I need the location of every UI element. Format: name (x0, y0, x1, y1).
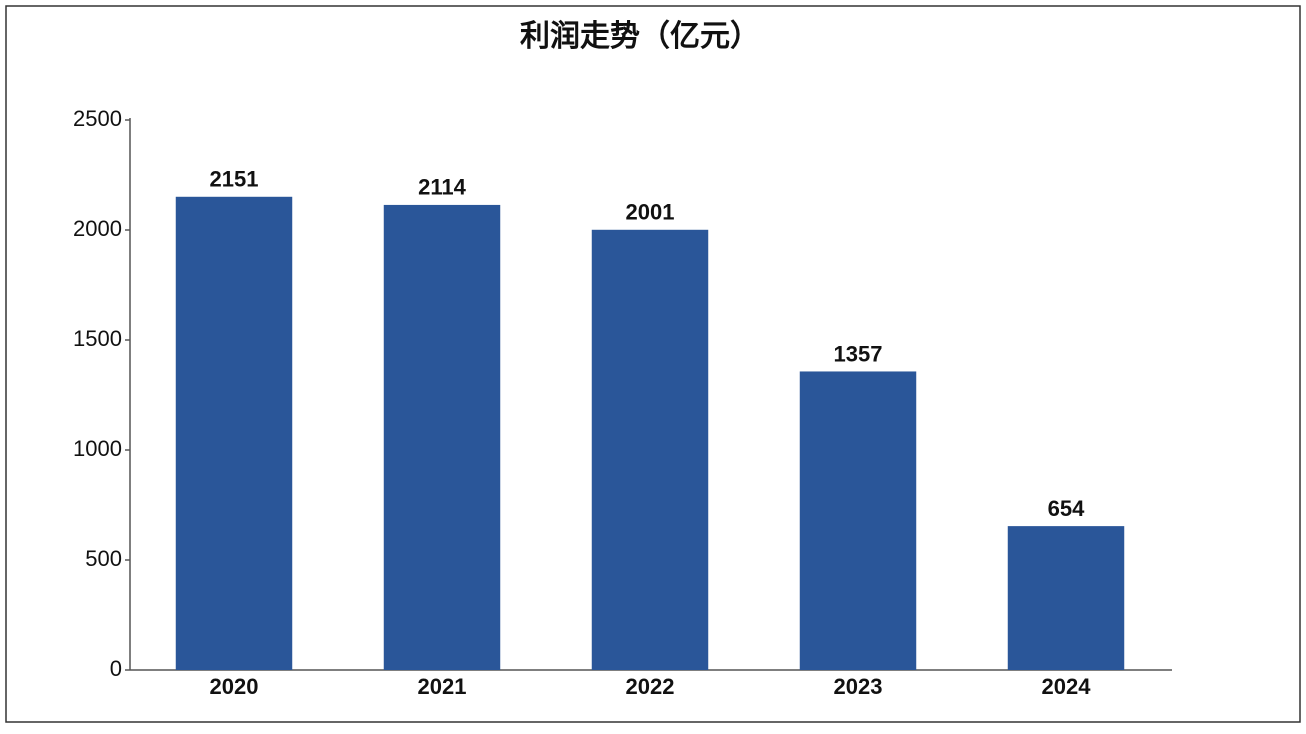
value-label: 1357 (834, 341, 883, 366)
y-tick-label: 1500 (73, 326, 122, 351)
y-tick-label: 2000 (73, 216, 122, 241)
value-label: 2001 (626, 200, 675, 225)
value-label: 2151 (210, 167, 259, 192)
bar (1007, 526, 1125, 670)
bar (175, 196, 293, 670)
value-label: 2114 (418, 175, 466, 200)
y-tick-label: 2500 (73, 106, 122, 131)
x-tick-label: 2024 (1042, 674, 1092, 699)
bar (799, 371, 917, 670)
y-tick-label: 500 (85, 546, 122, 571)
chart-title: 利润走势（亿元） (520, 19, 760, 53)
bar (383, 204, 501, 671)
y-tick-label: 1000 (73, 436, 122, 461)
y-tick-label: 0 (110, 656, 122, 681)
bar (591, 229, 709, 670)
value-label: 654 (1048, 496, 1085, 521)
x-tick-label: 2023 (834, 674, 883, 699)
x-tick-label: 2020 (210, 674, 259, 699)
x-tick-label: 2021 (418, 674, 467, 699)
x-tick-label: 2022 (626, 674, 675, 699)
